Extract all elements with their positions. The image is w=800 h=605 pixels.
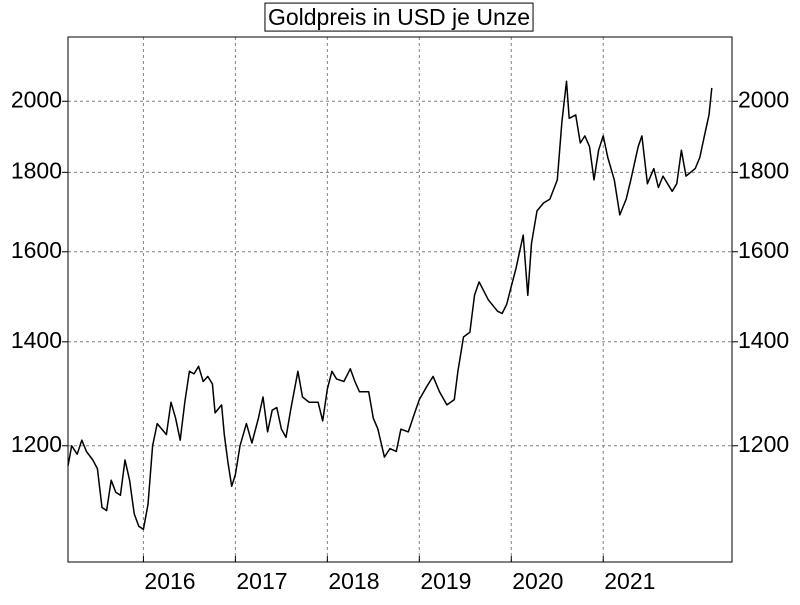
- plot-frame: [67, 36, 733, 563]
- x-tick-label: 2016: [144, 568, 195, 594]
- x-tick-label: 2021: [604, 568, 655, 594]
- x-tick-label: 2019: [420, 568, 471, 594]
- chart-title: Goldpreis in USD je Unze: [268, 4, 530, 30]
- y-tick-label: 1400: [11, 327, 62, 353]
- y-tick-label: 1200: [738, 431, 789, 457]
- y-tick-label: 1600: [11, 237, 62, 263]
- title-box: [264, 2, 534, 32]
- y-tick-label: 1800: [11, 157, 62, 183]
- y-tick-label: 1800: [738, 157, 789, 183]
- x-tick-label: 2020: [512, 568, 563, 594]
- y-tick-label: 2000: [738, 86, 789, 112]
- y-tick-label: 1400: [738, 327, 789, 353]
- x-tick-label: 2018: [328, 568, 379, 594]
- x-tick-label: 2017: [236, 568, 287, 594]
- price-line: [67, 80, 713, 531]
- y-tick-label: 1200: [11, 431, 62, 457]
- y-tick-label: 1600: [738, 237, 789, 263]
- y-tick-label: 2000: [11, 86, 62, 112]
